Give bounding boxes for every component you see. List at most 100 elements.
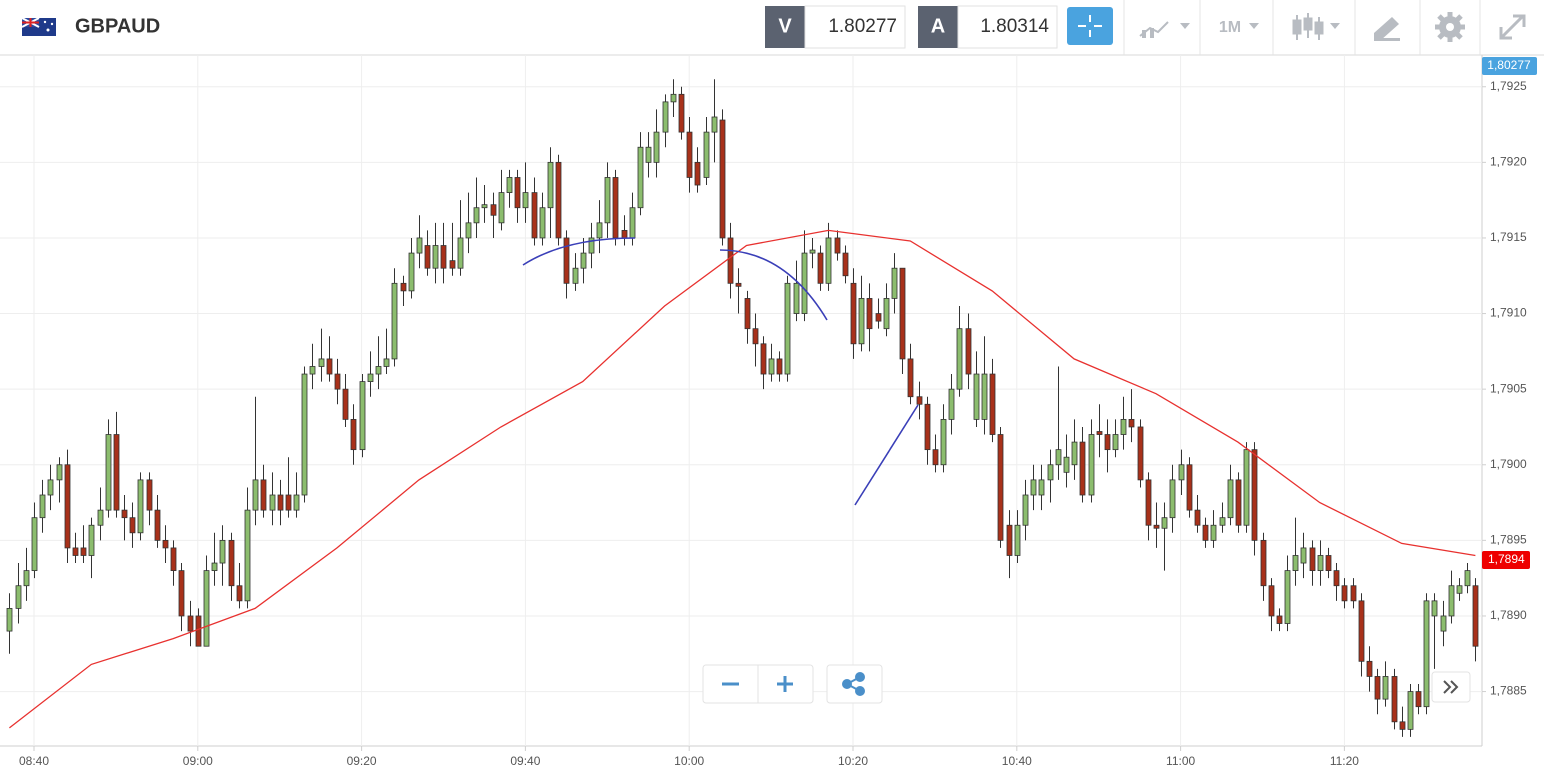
crosshair-button[interactable] [1067, 7, 1113, 45]
x-tick-label: 10:20 [838, 754, 868, 768]
candle [580, 237, 587, 284]
candle-body [88, 524, 95, 556]
candle-body [940, 419, 947, 466]
candle-body [596, 222, 603, 239]
candle [1006, 510, 1013, 579]
candle-body [219, 539, 226, 564]
candle [514, 169, 521, 223]
candle-body [178, 570, 185, 617]
candle [178, 563, 185, 632]
candle [408, 237, 415, 299]
candle-body [121, 509, 128, 519]
y-tick-label: 1,7900 [1490, 457, 1527, 471]
candle [1431, 593, 1438, 669]
candle-body [801, 252, 808, 314]
fullscreen-button[interactable] [1499, 14, 1526, 40]
candle [154, 495, 161, 548]
candle-body [547, 161, 554, 209]
candle [1096, 404, 1103, 458]
candle [1120, 396, 1127, 450]
candle [981, 336, 988, 435]
draw-button[interactable] [1374, 17, 1400, 41]
candle-body [604, 177, 611, 224]
candle [1456, 578, 1463, 601]
candle [940, 404, 947, 473]
candle-style-button[interactable] [1292, 13, 1340, 40]
candle [1374, 668, 1381, 715]
candle [752, 313, 759, 367]
candle [1014, 510, 1021, 564]
candle-body [522, 192, 529, 209]
candle-body [899, 267, 906, 360]
candle-body [1268, 585, 1275, 617]
y-tick-label: 1,7920 [1490, 155, 1527, 169]
candle-body [1227, 479, 1234, 519]
crosshair-icon [1078, 15, 1102, 37]
zoom-in-button[interactable] [777, 676, 793, 692]
candle-body [784, 282, 791, 375]
bid-badge [765, 6, 805, 48]
candle [39, 479, 46, 533]
candle [293, 472, 300, 518]
candle [187, 600, 194, 647]
candle [31, 502, 38, 579]
candle [801, 230, 808, 322]
timeframe-caret [1249, 23, 1259, 29]
candle [1382, 661, 1389, 707]
candle [367, 351, 374, 397]
candle-body [1178, 464, 1185, 481]
candle [948, 374, 955, 435]
candle-body [285, 494, 292, 511]
candle-body [1235, 479, 1242, 526]
settings-button[interactable] [1435, 12, 1465, 42]
candle [899, 267, 906, 375]
candle [1317, 540, 1324, 586]
candle-body [1431, 600, 1438, 617]
candle [883, 283, 890, 337]
candle [383, 328, 390, 375]
candle-body [1325, 555, 1332, 572]
candle-body [1137, 426, 1144, 481]
candle-body [309, 366, 316, 375]
candle-body [1071, 441, 1078, 466]
candle-body [555, 161, 562, 239]
candle [989, 358, 996, 443]
candle-body [768, 358, 775, 375]
chart-type-button[interactable] [1139, 21, 1190, 38]
candle-body [866, 298, 873, 330]
candle [711, 79, 718, 163]
share-button[interactable] [826, 664, 883, 704]
candle [1161, 502, 1168, 571]
bid-box[interactable] [804, 5, 906, 49]
candle-body [1464, 570, 1471, 587]
candle [473, 177, 480, 238]
candle [965, 313, 972, 390]
candle [391, 268, 398, 367]
candle-body [154, 509, 161, 541]
candle-body [1088, 434, 1095, 496]
candle [834, 230, 841, 261]
candle [1472, 578, 1479, 662]
candle [449, 222, 456, 276]
candle-body [342, 388, 349, 420]
candle-body [424, 245, 431, 269]
timeframe[interactable]: 1M [1219, 19, 1241, 36]
candle-body [105, 434, 112, 511]
candle-body [146, 479, 153, 511]
ask-box[interactable] [957, 5, 1058, 49]
symbol: GBPAUD [75, 15, 160, 37]
candle [1104, 419, 1111, 473]
candle [1399, 706, 1406, 737]
candle [1292, 517, 1299, 586]
candle-body [1292, 555, 1299, 572]
candle [277, 479, 284, 526]
candle-body [1382, 676, 1389, 700]
trend-drawings [522, 237, 919, 506]
candle [1153, 502, 1160, 548]
candle-body [162, 539, 169, 549]
candle [195, 608, 202, 647]
candle [719, 109, 726, 246]
candle-body [228, 539, 235, 587]
toolbar-separators [1123, 0, 1481, 55]
candle-body [170, 547, 177, 572]
